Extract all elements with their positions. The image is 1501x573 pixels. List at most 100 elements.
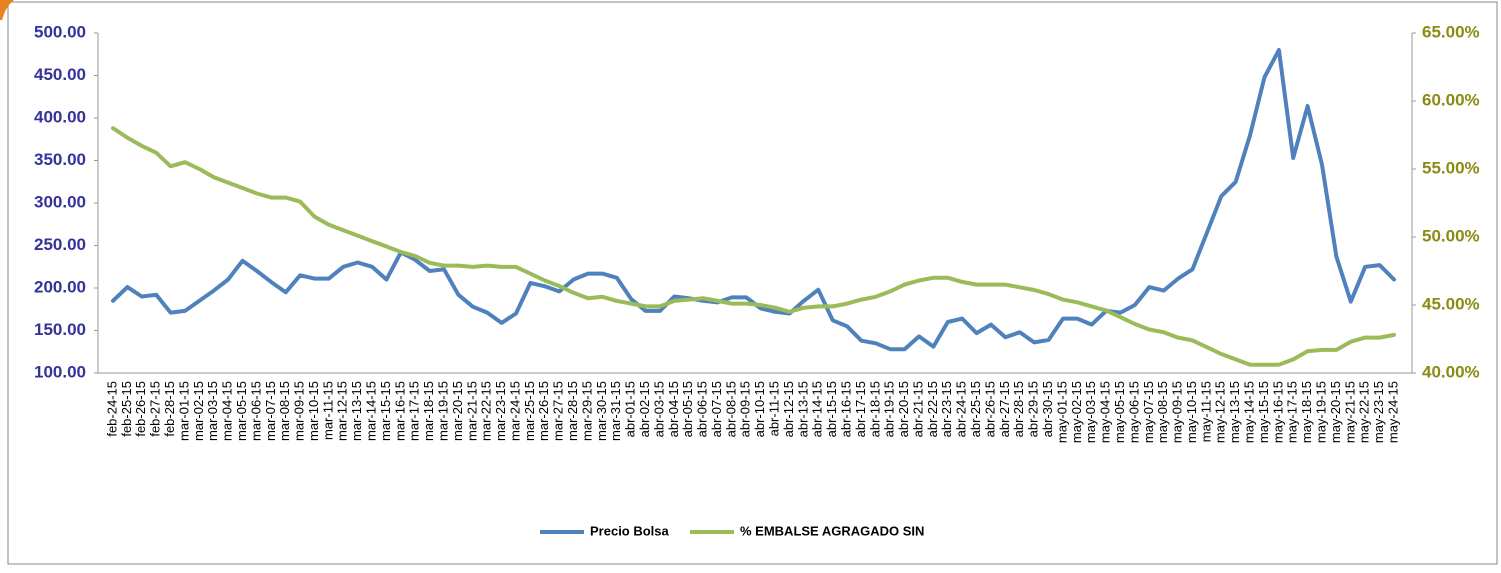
x-tick-label: abr-14-15 — [810, 381, 825, 437]
x-tick-label: mar-11-15 — [320, 381, 335, 440]
x-tick-label: abr-21-15 — [910, 381, 925, 437]
x-tick-label: abr-13-15 — [795, 381, 810, 437]
x-tick-label: mar-09-15 — [292, 381, 307, 441]
x-tick-label: may-02-15 — [1069, 381, 1084, 443]
x-tick-label: mar-20-15 — [450, 381, 465, 441]
x-tick-label: mar-03-15 — [205, 381, 220, 441]
y-tick-label: 450.00 — [34, 65, 86, 84]
x-tick-label: abr-20-15 — [896, 381, 911, 437]
x-tick-label: abr-26-15 — [982, 381, 997, 437]
y-tick-label: 500.00 — [34, 22, 86, 41]
x-tick-label: abr-22-15 — [925, 381, 940, 437]
x-tick-label: abr-12-15 — [781, 381, 796, 437]
x-tick-label: mar-26-15 — [536, 381, 551, 441]
x-tick-label: may-09-15 — [1170, 381, 1185, 443]
x-tick-label: mar-29-15 — [579, 381, 594, 441]
x-tick-label: abr-03-15 — [651, 381, 666, 437]
x-tick-label: abr-18-15 — [867, 381, 882, 437]
x-tick-label: mar-28-15 — [565, 381, 580, 441]
x-tick-label: feb-28-15 — [162, 381, 177, 437]
x-tick-label: may-22-15 — [1357, 381, 1372, 443]
x-tick-label: may-23-15 — [1371, 381, 1386, 443]
x-tick-label: may-08-15 — [1155, 381, 1170, 443]
x-tick-label: feb-27-15 — [148, 381, 163, 437]
x-tick-label: mar-15-15 — [378, 381, 393, 441]
x-tick-label: mar-27-15 — [551, 381, 566, 441]
x-tick-label: feb-24-15 — [104, 381, 119, 437]
x-tick-label: mar-31-15 — [608, 381, 623, 441]
x-tick-label: may-03-15 — [1083, 381, 1098, 443]
y2-tick-label: 65.00% — [1422, 22, 1480, 41]
x-tick-label: feb-25-15 — [119, 381, 134, 437]
y2-tick-label: 50.00% — [1422, 226, 1480, 245]
y-tick-label: 200.00 — [34, 277, 86, 296]
x-tick-label: may-06-15 — [1126, 381, 1141, 443]
x-tick-label: mar-16-15 — [392, 381, 407, 441]
x-tick-label: mar-08-15 — [277, 381, 292, 441]
x-tick-label: mar-07-15 — [263, 381, 278, 441]
x-tick-label: abr-10-15 — [752, 381, 767, 437]
y-tick-label: 300.00 — [34, 192, 86, 211]
y-tick-label: 250.00 — [34, 235, 86, 254]
x-tick-label: abr-19-15 — [882, 381, 897, 437]
x-tick-label: mar-19-15 — [435, 381, 450, 441]
x-tick-label: mar-04-15 — [220, 381, 235, 441]
x-tick-label: abr-09-15 — [738, 381, 753, 437]
x-tick-label: mar-12-15 — [335, 381, 350, 441]
chart-frame — [7, 1, 1498, 565]
y2-tick-label: 55.00% — [1422, 158, 1480, 177]
y-tick-label: 100.00 — [34, 362, 86, 381]
x-tick-label: abr-28-15 — [1011, 381, 1026, 437]
x-tick-label: mar-30-15 — [594, 381, 609, 441]
y-tick-label: 350.00 — [34, 150, 86, 169]
x-tick-label: may-12-15 — [1213, 381, 1228, 443]
y-tick-label: 150.00 — [34, 320, 86, 339]
x-tick-label: abr-02-15 — [637, 381, 652, 437]
x-tick-label: mar-21-15 — [464, 381, 479, 441]
x-tick-label: may-21-15 — [1342, 381, 1357, 443]
x-tick-label: mar-06-15 — [248, 381, 263, 441]
x-tick-label: may-15-15 — [1256, 381, 1271, 443]
x-tick-label: may-13-15 — [1227, 381, 1242, 443]
x-tick-label: abr-08-15 — [723, 381, 738, 437]
x-tick-label: abr-16-15 — [838, 381, 853, 437]
x-tick-label: abr-30-15 — [1040, 381, 1055, 437]
x-tick-label: abr-29-15 — [1026, 381, 1041, 437]
y2-tick-label: 40.00% — [1422, 362, 1480, 381]
x-tick-label: may-14-15 — [1242, 381, 1257, 443]
x-tick-label: abr-06-15 — [695, 381, 710, 437]
x-tick-label: mar-25-15 — [522, 381, 537, 441]
x-tick-label: may-17-15 — [1285, 381, 1300, 443]
x-tick-label: may-04-15 — [1098, 381, 1113, 443]
x-tick-label: mar-23-15 — [493, 381, 508, 441]
x-tick-label: may-05-15 — [1112, 381, 1127, 443]
x-tick-label: may-19-15 — [1313, 381, 1328, 443]
data-line — [111, 126, 1396, 367]
x-tick-label: may-11-15 — [1198, 381, 1213, 442]
x-tick-label: mar-05-15 — [234, 381, 249, 441]
x-tick-label: mar-02-15 — [191, 381, 206, 441]
legend-label: % EMBALSE AGRAGADO SIN — [740, 523, 924, 538]
y2-tick-label: 60.00% — [1422, 90, 1480, 109]
corner-decoration — [0, 0, 14, 20]
x-tick-label: feb-26-15 — [133, 381, 148, 437]
x-tick-label: abr-01-15 — [623, 381, 638, 437]
x-tick-label: abr-04-15 — [666, 381, 681, 437]
x-tick-label: may-18-15 — [1299, 381, 1314, 443]
x-tick-label: abr-17-15 — [853, 381, 868, 437]
x-tick-label: mar-18-15 — [421, 381, 436, 441]
x-tick-label: may-16-15 — [1270, 381, 1285, 443]
x-tick-label: may-01-15 — [1054, 381, 1069, 443]
x-tick-label: abr-11-15 — [767, 381, 782, 436]
x-tick-label: mar-01-15 — [176, 381, 191, 441]
x-tick-label: abr-07-15 — [709, 381, 724, 437]
x-tick-label: mar-14-15 — [364, 381, 379, 441]
x-tick-label: abr-24-15 — [954, 381, 969, 437]
x-tick-label: abr-05-15 — [680, 381, 695, 437]
x-tick-label: mar-10-15 — [306, 381, 321, 441]
x-tick-label: may-07-15 — [1141, 381, 1156, 443]
x-tick-label: may-10-15 — [1184, 381, 1199, 443]
x-tick-label: abr-27-15 — [997, 381, 1012, 437]
x-tick-label: mar-13-15 — [349, 381, 364, 441]
